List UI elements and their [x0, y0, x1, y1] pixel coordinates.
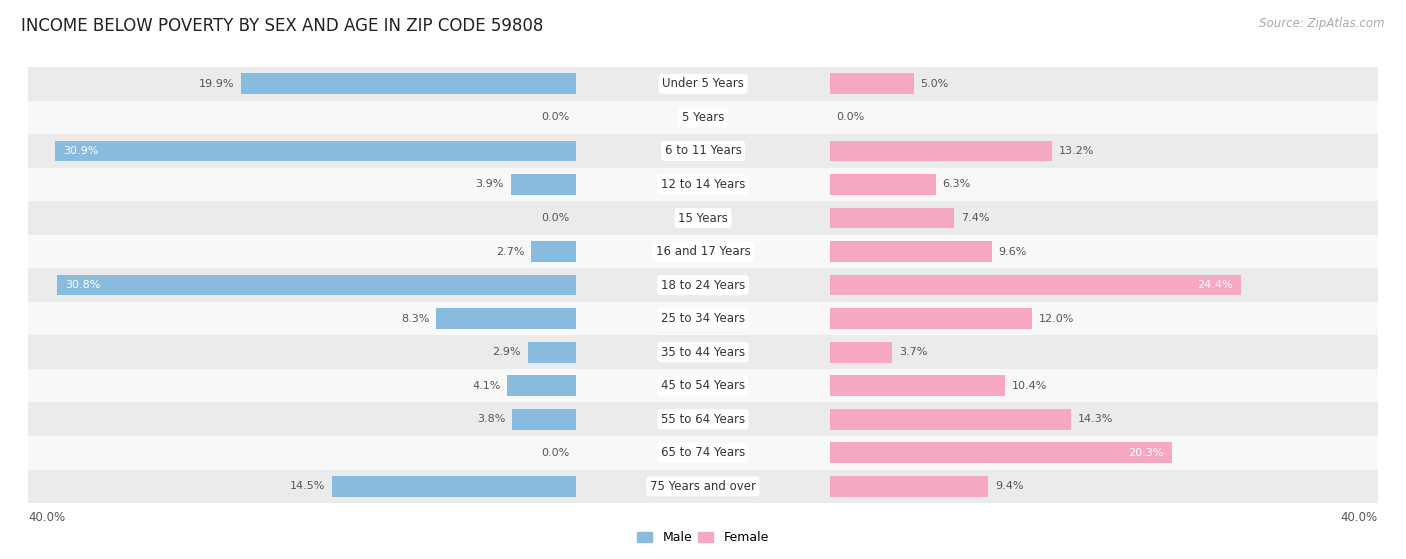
Text: 4.1%: 4.1% [472, 381, 501, 391]
Bar [830, 308, 1032, 329]
Text: 2.9%: 2.9% [492, 347, 520, 357]
Text: 5 Years: 5 Years [682, 111, 724, 124]
Text: 14.3%: 14.3% [1077, 414, 1114, 424]
Legend: Male, Female: Male, Female [633, 526, 773, 549]
Bar [830, 73, 914, 94]
Text: 75 Years and over: 75 Years and over [650, 480, 756, 493]
Bar [830, 207, 955, 229]
Bar [512, 409, 576, 430]
Text: 55 to 64 Years: 55 to 64 Years [661, 413, 745, 426]
Bar [531, 241, 576, 262]
Bar [28, 101, 1378, 134]
Text: 3.9%: 3.9% [475, 179, 503, 190]
Bar [28, 168, 1378, 201]
Bar [28, 67, 1378, 101]
Bar [830, 274, 1241, 296]
Bar [332, 476, 576, 497]
Bar [28, 134, 1378, 168]
Text: Source: ZipAtlas.com: Source: ZipAtlas.com [1260, 17, 1385, 30]
Bar [830, 442, 1173, 463]
Text: 0.0%: 0.0% [541, 213, 569, 223]
Text: 24.4%: 24.4% [1197, 280, 1233, 290]
Bar [28, 201, 1378, 235]
Bar [28, 335, 1378, 369]
Bar [28, 268, 1378, 302]
Text: 0.0%: 0.0% [541, 448, 569, 458]
Text: 13.2%: 13.2% [1059, 146, 1094, 156]
Bar [28, 436, 1378, 470]
Bar [28, 235, 1378, 268]
Text: 30.9%: 30.9% [63, 146, 98, 156]
Bar [830, 140, 1052, 162]
Bar [527, 342, 576, 363]
Text: 8.3%: 8.3% [401, 314, 430, 324]
Bar [510, 174, 576, 195]
Text: 19.9%: 19.9% [198, 79, 233, 89]
Bar [830, 409, 1071, 430]
Text: 45 to 54 Years: 45 to 54 Years [661, 379, 745, 392]
Text: 40.0%: 40.0% [28, 511, 65, 524]
Text: 25 to 34 Years: 25 to 34 Years [661, 312, 745, 325]
Text: Under 5 Years: Under 5 Years [662, 77, 744, 91]
Text: 6 to 11 Years: 6 to 11 Years [665, 144, 741, 158]
Text: 3.7%: 3.7% [898, 347, 927, 357]
Text: 14.5%: 14.5% [290, 481, 325, 491]
Bar [240, 73, 576, 94]
Text: INCOME BELOW POVERTY BY SEX AND AGE IN ZIP CODE 59808: INCOME BELOW POVERTY BY SEX AND AGE IN Z… [21, 17, 544, 35]
Bar [55, 140, 576, 162]
Text: 7.4%: 7.4% [962, 213, 990, 223]
Text: 10.4%: 10.4% [1012, 381, 1047, 391]
Bar [28, 402, 1378, 436]
Text: 18 to 24 Years: 18 to 24 Years [661, 278, 745, 292]
Bar [28, 369, 1378, 402]
Text: 35 to 44 Years: 35 to 44 Years [661, 345, 745, 359]
Text: 3.8%: 3.8% [477, 414, 506, 424]
Text: 40.0%: 40.0% [1341, 511, 1378, 524]
Text: 12 to 14 Years: 12 to 14 Years [661, 178, 745, 191]
Text: 2.7%: 2.7% [496, 247, 524, 257]
Bar [830, 476, 988, 497]
Bar [830, 342, 891, 363]
Bar [436, 308, 576, 329]
Text: 30.8%: 30.8% [65, 280, 101, 290]
Text: 0.0%: 0.0% [837, 112, 865, 122]
Text: 9.6%: 9.6% [998, 247, 1026, 257]
Text: 6.3%: 6.3% [942, 179, 970, 190]
Text: 0.0%: 0.0% [541, 112, 569, 122]
Bar [830, 174, 936, 195]
Bar [830, 241, 991, 262]
Bar [28, 470, 1378, 503]
Bar [830, 375, 1005, 396]
Text: 15 Years: 15 Years [678, 211, 728, 225]
Text: 9.4%: 9.4% [995, 481, 1024, 491]
Text: 65 to 74 Years: 65 to 74 Years [661, 446, 745, 459]
Text: 12.0%: 12.0% [1039, 314, 1074, 324]
Text: 5.0%: 5.0% [921, 79, 949, 89]
Bar [508, 375, 576, 396]
Text: 16 and 17 Years: 16 and 17 Years [655, 245, 751, 258]
Bar [28, 302, 1378, 335]
Bar [56, 274, 576, 296]
Text: 20.3%: 20.3% [1128, 448, 1164, 458]
